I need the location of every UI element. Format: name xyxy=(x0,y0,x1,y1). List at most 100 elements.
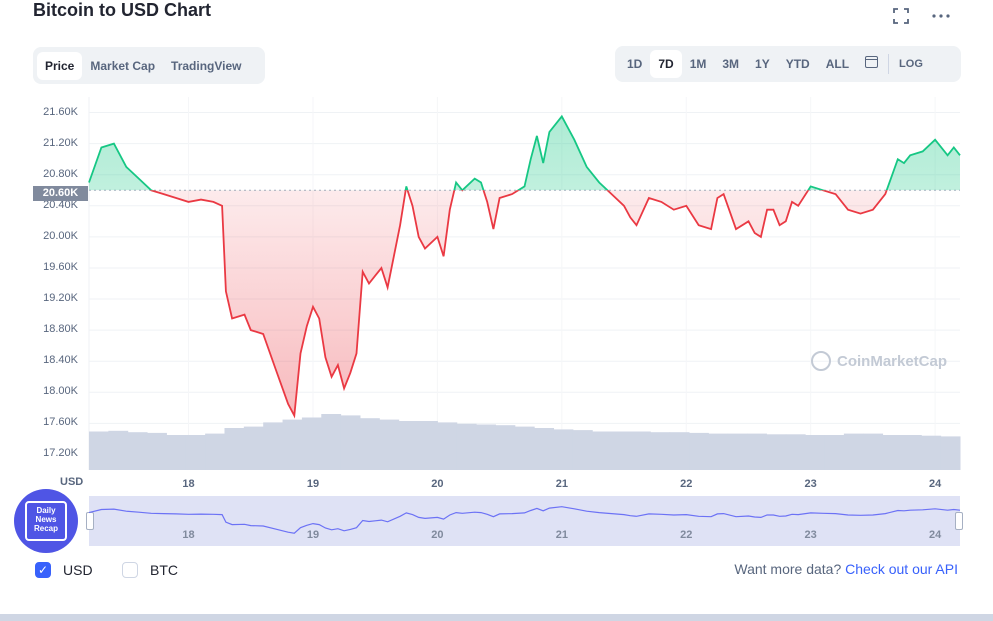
volume-bar xyxy=(147,432,167,470)
volume-bar xyxy=(127,432,148,470)
y-tick-label: 17.20K xyxy=(43,447,78,460)
log-toggle[interactable]: LOG xyxy=(899,58,923,70)
y-tick-label: 19.20K xyxy=(43,292,78,305)
range-ytd[interactable]: YTD xyxy=(785,57,810,71)
volume-bar xyxy=(243,426,264,470)
more-icon[interactable] xyxy=(931,6,951,26)
y-tick-label: 21.60K xyxy=(43,105,78,118)
y-tick-label: 21.20K xyxy=(43,136,78,149)
x-tick-label: 18 xyxy=(182,478,195,490)
checkbox-checked-icon: ✓ xyxy=(35,562,51,578)
y-tick-label: 18.40K xyxy=(43,354,78,367)
volume-bar xyxy=(359,418,380,470)
volume-bar xyxy=(321,414,342,470)
volume-bar xyxy=(843,433,864,470)
checkbox-unchecked-icon xyxy=(122,562,138,578)
volume-bar xyxy=(650,432,671,470)
y-tick-label: 18.80K xyxy=(43,323,78,336)
tab-market-cap[interactable]: Market Cap xyxy=(90,58,156,73)
watermark-text: CoinMarketCap xyxy=(837,352,948,370)
volume-bar xyxy=(630,431,651,470)
x-tick-label: 20 xyxy=(431,478,444,490)
volume-bar xyxy=(747,433,767,470)
volume-bar xyxy=(340,415,361,470)
volume-bar xyxy=(108,430,129,470)
volume-bar xyxy=(863,433,884,470)
coinmarketcap-logo-icon xyxy=(811,351,831,371)
divider xyxy=(888,54,890,74)
x-tick-label: 24 xyxy=(928,478,942,490)
volume-bar xyxy=(166,435,187,470)
y-tick-label: 20.00K xyxy=(43,229,78,242)
watermark: CoinMarketCap xyxy=(811,351,947,371)
navigator-right-handle[interactable] xyxy=(955,512,963,530)
navigator-left-handle[interactable] xyxy=(86,512,94,530)
btc-label: BTC xyxy=(150,562,178,578)
api-link[interactable]: Check out our API xyxy=(845,561,958,577)
daily-news-recap-badge[interactable]: Daily News Recap xyxy=(14,489,78,553)
volume-bar xyxy=(514,426,535,470)
volume-bar xyxy=(263,422,284,470)
volume-bar xyxy=(611,431,632,470)
range-tabs: 1D 7D 1M 3M 1Y YTD ALL LOG xyxy=(615,46,961,82)
range-7d[interactable]: 7D xyxy=(650,50,682,78)
btc-checkbox[interactable]: BTC xyxy=(122,562,178,578)
volume-bar xyxy=(824,435,845,470)
x-tick-label: 21 xyxy=(555,478,568,490)
volume-bar xyxy=(572,430,593,470)
volume-bar xyxy=(495,425,516,470)
volume-bar xyxy=(882,435,903,470)
volume-bar xyxy=(708,433,729,470)
usd-checkbox[interactable]: ✓ USD xyxy=(35,562,93,578)
current-price-tag: 20.60K xyxy=(33,186,88,201)
range-1y[interactable]: 1Y xyxy=(755,57,770,71)
y-tick-label: 20.80K xyxy=(43,167,78,180)
volume-bar xyxy=(805,435,826,470)
range-1m[interactable]: 1M xyxy=(689,57,707,71)
badge-text: Daily News Recap xyxy=(25,501,67,541)
volume-bar xyxy=(476,424,496,470)
volume-bar xyxy=(669,432,690,470)
y-tick-label: 19.60K xyxy=(43,260,78,273)
calendar-button[interactable] xyxy=(857,50,886,78)
tab-tradingview[interactable]: TradingView xyxy=(171,58,242,73)
volume-bar xyxy=(437,422,458,470)
volume-bar xyxy=(418,421,438,470)
volume-bar xyxy=(398,421,419,470)
api-promo: Want more data? Check out our API xyxy=(734,561,958,577)
calendar-icon xyxy=(865,56,879,68)
range-3m[interactable]: 3M xyxy=(722,57,740,71)
volume-bar xyxy=(185,435,206,470)
volume-bar xyxy=(689,432,709,470)
currency-axis-label: USD xyxy=(60,476,84,488)
x-tick-label: 22 xyxy=(680,478,693,490)
y-tick-label: 20.40K xyxy=(43,198,78,211)
range-all[interactable]: ALL xyxy=(825,57,850,71)
page-title: Bitcoin to USD Chart xyxy=(33,0,211,20)
tab-price[interactable]: Price xyxy=(37,51,83,80)
volume-bar xyxy=(224,428,245,470)
volume-bar xyxy=(205,433,225,470)
volume-bar xyxy=(301,417,322,470)
x-tick-label: 23 xyxy=(804,478,817,490)
volume-bar xyxy=(592,431,613,470)
volume-bar xyxy=(89,431,109,470)
volume-bar xyxy=(940,436,961,470)
x-tick-label: 19 xyxy=(306,478,320,490)
volume-bar xyxy=(766,434,787,470)
volume-bar xyxy=(282,419,303,470)
volume-bar xyxy=(534,428,555,470)
range-1d[interactable]: 1D xyxy=(627,57,643,71)
volume-bar xyxy=(727,433,748,470)
volume-bar xyxy=(553,429,574,470)
volume-bar xyxy=(901,435,922,470)
volume-bar xyxy=(379,419,400,470)
view-tabs: Price Market Cap TradingView xyxy=(33,47,265,84)
bottom-border xyxy=(0,614,993,621)
volume-bar xyxy=(785,434,806,470)
fullscreen-icon[interactable] xyxy=(891,6,911,26)
volume-bar xyxy=(921,435,942,470)
volume-bar xyxy=(456,423,477,470)
navigator-selection[interactable] xyxy=(89,496,960,546)
y-tick-label: 17.60K xyxy=(43,416,78,429)
